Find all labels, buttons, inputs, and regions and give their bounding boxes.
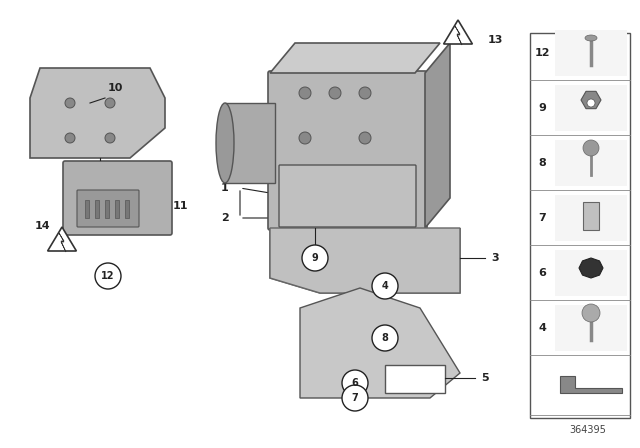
Circle shape: [342, 385, 368, 411]
Bar: [85, 200, 89, 218]
Circle shape: [302, 245, 328, 271]
Text: 8: 8: [538, 158, 546, 168]
Circle shape: [299, 132, 311, 144]
Text: 7: 7: [538, 213, 546, 223]
Bar: [555, 305, 627, 351]
Polygon shape: [59, 233, 66, 252]
Circle shape: [372, 273, 398, 299]
FancyBboxPatch shape: [63, 161, 172, 235]
Circle shape: [105, 133, 115, 143]
Circle shape: [105, 98, 115, 108]
Polygon shape: [300, 288, 460, 398]
Circle shape: [299, 87, 311, 99]
Text: 6: 6: [538, 268, 546, 278]
Text: 14: 14: [34, 221, 50, 231]
Text: 2: 2: [221, 213, 229, 223]
Ellipse shape: [216, 103, 234, 183]
Bar: [225, 103, 275, 183]
Bar: [105, 200, 109, 218]
Text: 12: 12: [534, 48, 550, 58]
Polygon shape: [47, 227, 76, 251]
Text: 9: 9: [538, 103, 546, 113]
Text: 5: 5: [481, 373, 489, 383]
Polygon shape: [270, 43, 440, 73]
FancyBboxPatch shape: [279, 165, 416, 227]
Circle shape: [359, 132, 371, 144]
Polygon shape: [30, 68, 165, 158]
Circle shape: [582, 304, 600, 322]
Bar: [555, 30, 627, 76]
Polygon shape: [444, 20, 472, 44]
Bar: [555, 85, 627, 131]
Bar: [530, 33, 630, 418]
Text: 6: 6: [351, 378, 358, 388]
Polygon shape: [579, 258, 603, 278]
Text: 12: 12: [101, 271, 115, 281]
Text: 8: 8: [381, 333, 388, 343]
Polygon shape: [270, 228, 460, 293]
Circle shape: [342, 370, 368, 396]
Polygon shape: [455, 26, 462, 45]
Text: 4: 4: [381, 281, 388, 291]
Polygon shape: [560, 376, 622, 393]
Text: 13: 13: [487, 35, 502, 45]
Polygon shape: [581, 91, 601, 109]
Polygon shape: [425, 43, 450, 228]
Text: 7: 7: [351, 393, 358, 403]
Circle shape: [65, 98, 75, 108]
Bar: [125, 200, 129, 218]
Bar: [95, 200, 99, 218]
Bar: [555, 195, 627, 241]
Text: 1: 1: [221, 183, 229, 193]
Bar: [583, 202, 599, 230]
Circle shape: [583, 140, 599, 156]
Ellipse shape: [585, 35, 597, 41]
Text: 364395: 364395: [570, 425, 607, 435]
FancyBboxPatch shape: [77, 190, 139, 227]
Circle shape: [587, 99, 595, 107]
Text: 4: 4: [538, 323, 546, 333]
Circle shape: [95, 263, 121, 289]
Circle shape: [329, 87, 341, 99]
Circle shape: [372, 325, 398, 351]
Circle shape: [65, 133, 75, 143]
Text: 3: 3: [491, 253, 499, 263]
Bar: [555, 250, 627, 296]
Text: 10: 10: [108, 83, 123, 93]
FancyBboxPatch shape: [268, 71, 427, 230]
Bar: [555, 140, 627, 186]
Bar: [115, 200, 119, 218]
Text: 11: 11: [172, 201, 188, 211]
Text: 9: 9: [312, 253, 318, 263]
Circle shape: [359, 87, 371, 99]
Bar: [385, 365, 445, 393]
